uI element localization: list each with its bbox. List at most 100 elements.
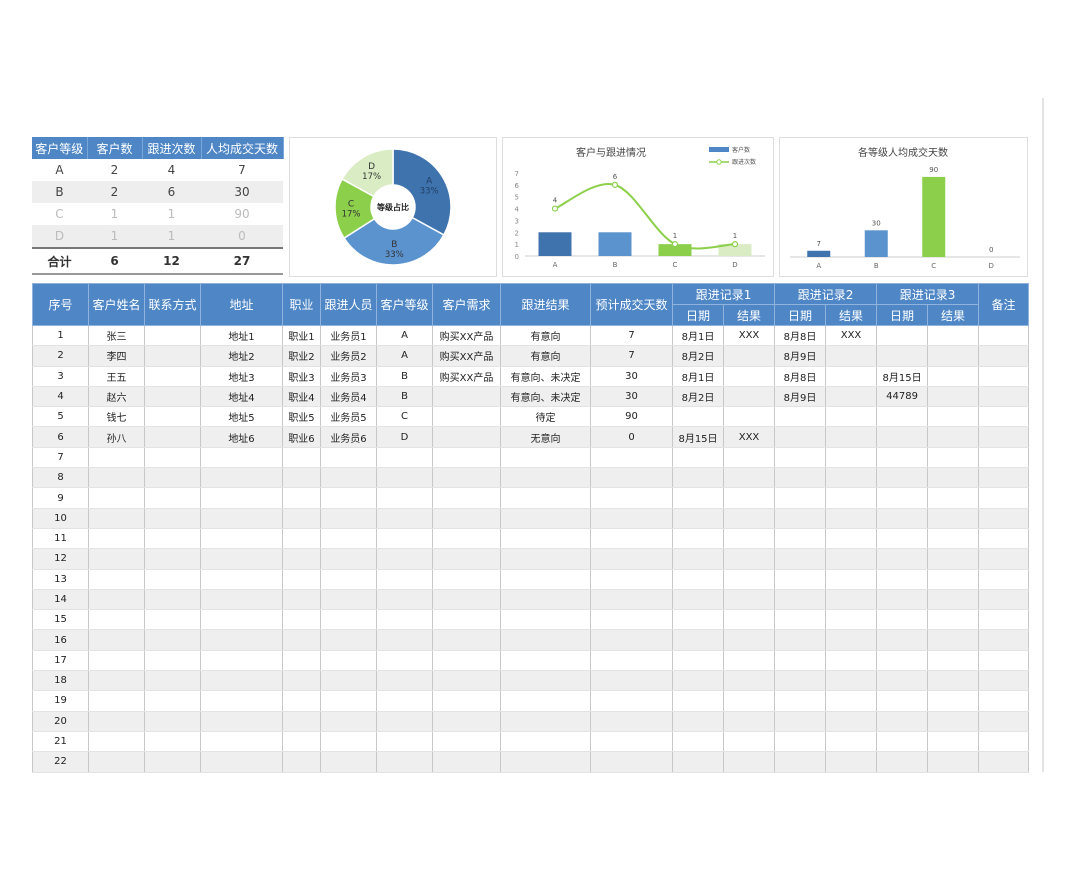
table-cell[interactable]: 17	[32, 650, 89, 672]
table-cell[interactable]	[200, 629, 283, 651]
table-cell[interactable]	[722, 731, 776, 753]
header-contact[interactable]: 联系方式	[144, 283, 201, 326]
table-cell[interactable]: 业务员1	[320, 325, 377, 347]
summary-total-cell[interactable]: 6	[87, 247, 142, 275]
table-cell[interactable]	[376, 690, 433, 712]
table-cell[interactable]	[432, 487, 501, 509]
table-cell[interactable]	[672, 508, 724, 529]
table-cell[interactable]	[722, 569, 776, 590]
table-cell[interactable]: 职业4	[282, 386, 321, 408]
table-cell[interactable]	[722, 406, 776, 428]
table-cell[interactable]: 22	[32, 751, 89, 773]
table-cell[interactable]	[320, 650, 377, 672]
table-cell[interactable]	[825, 467, 878, 489]
table-cell[interactable]: 职业1	[282, 325, 321, 347]
table-cell[interactable]: B	[376, 386, 433, 408]
table-cell[interactable]	[722, 670, 776, 692]
summary-cell[interactable]: 4	[167, 163, 176, 177]
table-cell[interactable]: 8月9日	[774, 345, 827, 367]
table-cell[interactable]	[722, 690, 776, 712]
table-cell[interactable]: 8月9日	[774, 386, 827, 408]
table-cell[interactable]	[432, 589, 501, 611]
table-cell[interactable]	[500, 650, 591, 672]
table-cell[interactable]: 90	[590, 406, 673, 428]
table-cell[interactable]: 12	[32, 548, 89, 570]
table-cell[interactable]	[282, 508, 321, 529]
table-cell[interactable]: 有意向	[500, 345, 591, 367]
table-cell[interactable]	[978, 589, 1030, 611]
table-cell[interactable]	[774, 650, 827, 672]
table-cell[interactable]	[722, 487, 776, 509]
table-cell[interactable]: 8月1日	[672, 325, 724, 347]
table-cell[interactable]	[500, 487, 591, 509]
table-cell[interactable]	[672, 528, 724, 550]
summary-total-cell[interactable]: 合计	[32, 247, 87, 275]
table-cell[interactable]	[722, 447, 776, 469]
table-cell[interactable]	[590, 589, 673, 611]
table-cell[interactable]	[722, 589, 776, 611]
table-cell[interactable]	[590, 467, 673, 489]
table-cell[interactable]	[672, 447, 724, 469]
table-cell[interactable]	[978, 345, 1030, 367]
table-cell[interactable]: 14	[32, 589, 89, 611]
summary-cell[interactable]: 30	[201, 181, 283, 203]
table-cell[interactable]: 2	[32, 345, 89, 367]
table-cell[interactable]	[500, 690, 591, 712]
header-record-2-result[interactable]: 结果	[825, 304, 878, 326]
table-cell[interactable]	[825, 731, 878, 753]
table-cell[interactable]	[722, 650, 776, 672]
summary-cell[interactable]: D	[32, 225, 87, 248]
table-cell[interactable]	[88, 650, 145, 672]
table-cell[interactable]	[500, 751, 591, 773]
table-cell[interactable]	[825, 690, 878, 712]
table-cell[interactable]	[672, 629, 724, 651]
table-cell[interactable]	[590, 650, 673, 672]
table-cell[interactable]	[774, 447, 827, 469]
table-cell[interactable]	[722, 751, 776, 773]
table-cell[interactable]	[876, 569, 929, 590]
table-cell[interactable]	[500, 609, 591, 631]
table-cell[interactable]	[876, 690, 929, 712]
table-cell[interactable]	[825, 670, 878, 692]
table-cell[interactable]	[376, 569, 433, 590]
table-cell[interactable]	[376, 650, 433, 672]
table-cell[interactable]: 20	[32, 711, 89, 732]
table-cell[interactable]	[722, 467, 776, 489]
table-cell[interactable]	[927, 751, 980, 773]
summary-cell[interactable]: 1	[167, 207, 176, 221]
table-cell[interactable]	[144, 366, 201, 387]
table-cell[interactable]	[144, 609, 201, 631]
table-cell[interactable]	[590, 609, 673, 631]
summary-cell[interactable]: 6	[142, 181, 201, 203]
table-cell[interactable]	[672, 650, 724, 672]
table-cell[interactable]: 职业6	[282, 426, 321, 448]
table-cell[interactable]	[432, 731, 501, 753]
table-cell[interactable]	[672, 589, 724, 611]
table-cell[interactable]	[376, 487, 433, 509]
table-cell[interactable]	[774, 569, 827, 590]
table-cell[interactable]	[978, 711, 1030, 732]
table-cell[interactable]	[774, 406, 827, 428]
table-cell[interactable]	[200, 447, 283, 469]
table-cell[interactable]	[144, 508, 201, 529]
table-cell[interactable]	[927, 508, 980, 529]
header-record-1-result[interactable]: 结果	[722, 304, 776, 326]
table-cell[interactable]	[144, 569, 201, 590]
table-cell[interactable]: 待定	[500, 406, 591, 428]
table-cell[interactable]	[200, 528, 283, 550]
table-cell[interactable]	[876, 670, 929, 692]
table-cell[interactable]	[927, 589, 980, 611]
table-cell[interactable]: 8月8日	[774, 325, 827, 347]
table-cell[interactable]	[432, 508, 501, 529]
table-cell[interactable]	[722, 609, 776, 631]
table-cell[interactable]	[500, 528, 591, 550]
table-cell[interactable]	[590, 731, 673, 753]
table-cell[interactable]: 业务员6	[320, 426, 377, 448]
summary-cell[interactable]: 2	[110, 163, 119, 177]
table-cell[interactable]: 地址6	[200, 426, 283, 448]
table-cell[interactable]	[282, 487, 321, 509]
table-cell[interactable]	[825, 406, 878, 428]
table-cell[interactable]	[774, 528, 827, 550]
table-cell[interactable]: 9	[32, 487, 89, 509]
table-cell[interactable]	[432, 670, 501, 692]
